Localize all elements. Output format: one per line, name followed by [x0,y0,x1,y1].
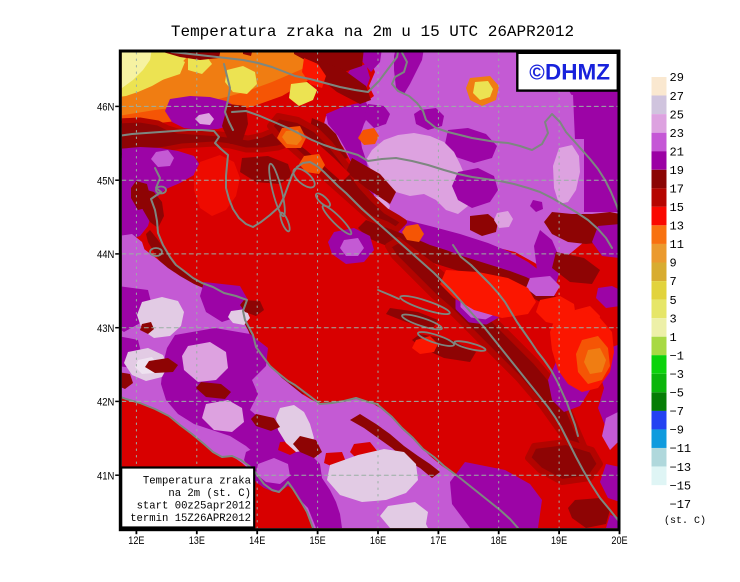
svg-text:13E: 13E [189,535,206,547]
svg-text:(st. C): (st. C) [664,515,706,527]
svg-text:46N: 46N [97,102,114,114]
svg-text:14E: 14E [249,535,266,547]
svg-text:start 00z25apr2012: start 00z25apr2012 [137,501,251,513]
svg-text:1: 1 [670,331,677,345]
svg-text:12E: 12E [128,535,145,547]
svg-text:15E: 15E [310,535,327,547]
svg-text:17E: 17E [430,535,447,547]
svg-text:21: 21 [670,145,684,159]
svg-text:18E: 18E [491,535,508,547]
svg-text:45N: 45N [97,175,114,187]
svg-text:−13: −13 [670,461,692,475]
svg-text:17: 17 [670,183,684,197]
svg-text:29: 29 [670,71,684,85]
svg-text:42N: 42N [97,397,114,409]
svg-text:−15: −15 [670,479,692,493]
svg-text:−7: −7 [670,405,684,419]
svg-text:DHMZ: DHMZ [545,60,610,85]
svg-text:−3: −3 [670,368,684,382]
svg-text:na 2m (st. C): na 2m (st. C) [168,488,251,500]
svg-text:©: © [529,62,545,85]
svg-text:−11: −11 [670,442,692,456]
svg-text:15: 15 [670,201,684,215]
svg-text:7: 7 [670,275,677,289]
svg-text:−17: −17 [670,498,692,512]
svg-text:5: 5 [670,294,677,308]
svg-text:−5: −5 [670,387,684,401]
svg-text:16E: 16E [370,535,387,547]
svg-text:27: 27 [670,90,684,104]
svg-text:3: 3 [670,312,677,326]
svg-text:−9: −9 [670,424,684,438]
svg-text:43N: 43N [97,323,114,335]
svg-text:Temperatura zraka na 2m u 15 U: Temperatura zraka na 2m u 15 UTC 26APR20… [171,23,574,41]
svg-text:13: 13 [670,220,684,234]
svg-text:23: 23 [670,127,684,141]
svg-text:9: 9 [670,257,677,271]
svg-text:Temperatura zraka: Temperatura zraka [143,476,251,488]
svg-text:41N: 41N [97,470,114,482]
svg-text:25: 25 [670,108,684,122]
svg-text:20E: 20E [611,535,628,547]
svg-text:11: 11 [670,238,684,252]
svg-text:19E: 19E [551,535,568,547]
svg-text:termin 15Z26APR2012: termin 15Z26APR2012 [130,513,251,525]
svg-text:−1: −1 [670,349,684,363]
svg-text:44N: 44N [97,249,114,261]
svg-text:19: 19 [670,164,684,178]
